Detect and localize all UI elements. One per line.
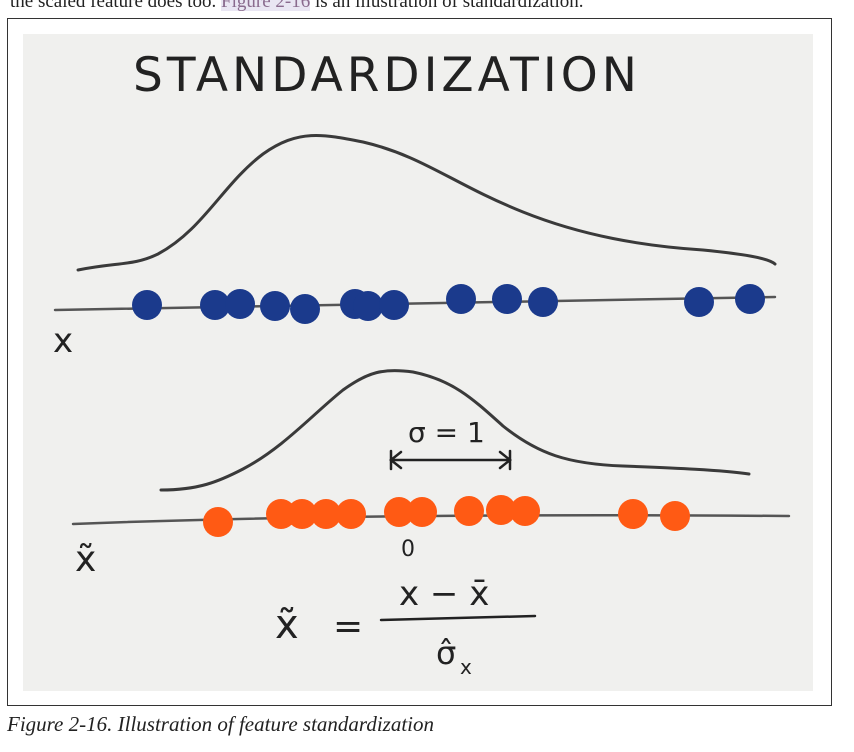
blue-dot — [528, 287, 558, 317]
fraction-bar — [379, 614, 537, 622]
formula-denominator-subscript: x — [460, 655, 472, 679]
blue-dot — [132, 290, 162, 320]
blue-dot — [200, 290, 230, 320]
figure-caption: Figure 2-16. Illustration of feature sta… — [7, 712, 434, 736]
orange-dot — [287, 499, 317, 529]
sigma-arrow-heads — [388, 449, 513, 471]
blue-dot — [684, 287, 714, 317]
standardized-distribution-curve — [159, 369, 751, 492]
formula-equals: = — [333, 606, 363, 647]
preceding-text: the scaled feature does too. — [10, 0, 222, 11]
formula-lhs: x̃ — [275, 602, 299, 648]
standardized-data-points — [203, 495, 690, 537]
blue-dot — [446, 284, 476, 314]
orange-dot — [311, 499, 341, 529]
blue-dot — [379, 290, 409, 320]
figure-reference-link[interactable]: Figure 2-16 — [221, 0, 311, 11]
orange-dot — [203, 507, 233, 537]
blue-dot — [492, 284, 522, 314]
preceding-text-line: the scaled feature does too. Figure 2-16… — [10, 0, 850, 11]
orange-dot — [510, 496, 540, 526]
paper-background — [23, 34, 813, 691]
zero-label: 0 — [401, 537, 415, 562]
standardization-illustration: STANDARDIZATION x σ = 1 — [23, 34, 813, 691]
orange-dot — [336, 499, 366, 529]
formula-denominator: σ̂ — [436, 634, 456, 672]
original-data-points — [132, 284, 765, 324]
orange-dot — [454, 496, 484, 526]
orange-dot — [384, 497, 414, 527]
formula-numerator: x − x̄ — [399, 574, 489, 614]
original-distribution-curve — [76, 133, 777, 272]
orange-dot — [486, 495, 516, 525]
blue-dot — [735, 284, 765, 314]
orange-dot — [266, 499, 296, 529]
blue-dot — [290, 294, 320, 324]
blue-dot — [260, 291, 290, 321]
sigma-label: σ = 1 — [408, 416, 485, 449]
preceding-text-tail: is an illustration of standardization. — [310, 0, 584, 11]
orange-dot — [407, 497, 437, 527]
x-tilde-label: x̃ — [75, 539, 96, 580]
orange-dot — [660, 501, 690, 531]
illustration-title: STANDARDIZATION — [133, 48, 641, 103]
x-label: x — [53, 321, 73, 361]
blue-dot — [225, 289, 255, 319]
blue-dot — [353, 291, 383, 321]
orange-dot — [618, 499, 648, 529]
